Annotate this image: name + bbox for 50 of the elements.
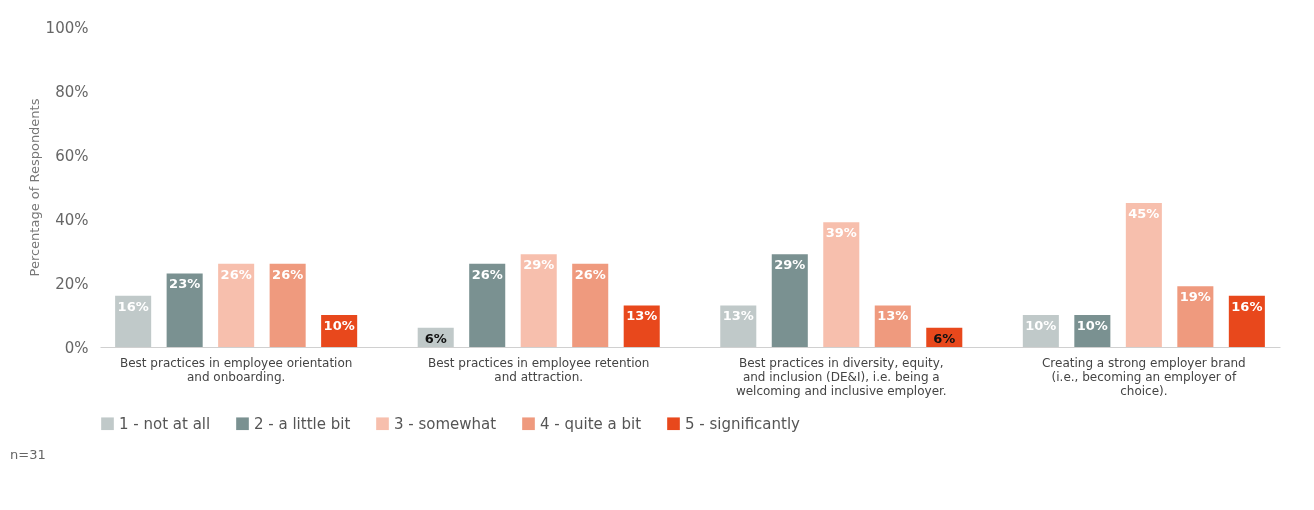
bar	[771, 254, 808, 347]
legend-label: 4 - quite a bit	[540, 414, 642, 433]
data-label: 13%	[877, 308, 909, 324]
bar	[520, 254, 557, 347]
bar	[469, 263, 506, 347]
data-label: 23%	[169, 276, 201, 292]
legend-label: 5 - significantly	[685, 414, 801, 433]
data-label: 6%	[933, 330, 956, 346]
x-tick-label: Creating a strong employer brand (i.e., becoming an employer of choice).	[1041, 355, 1246, 398]
bar	[823, 222, 860, 347]
text: n=31	[10, 447, 46, 462]
bar	[218, 263, 255, 347]
legend-label: 3 - somewhat	[394, 414, 497, 433]
y-tick-label: 20%	[55, 274, 89, 293]
bar	[1177, 286, 1214, 347]
data-label: 16%	[117, 298, 149, 314]
y-axis-title: Percentage of Respondents	[26, 98, 42, 277]
data-label: 29%	[523, 257, 555, 273]
y-tick-label: 100%	[45, 18, 89, 37]
x-tick-label: Best practices in employee retention and attraction.	[427, 355, 650, 384]
data-label: 26%	[220, 266, 252, 282]
bar	[1125, 203, 1162, 347]
x-tick-label: Best practices in employee orientation and onboarding.	[119, 355, 353, 384]
y-tick-label: 0%	[64, 338, 89, 357]
data-label: 26%	[574, 266, 606, 282]
data-label: 19%	[1179, 289, 1211, 305]
data-label: 6%	[424, 330, 447, 346]
bar	[115, 295, 152, 347]
data-label: 16%	[1231, 298, 1263, 314]
data-label: 13%	[626, 308, 658, 324]
bar	[166, 273, 203, 347]
data-label: 10%	[1025, 318, 1057, 333]
y-tick-label: 60%	[55, 146, 89, 165]
data-label: 13%	[722, 308, 754, 324]
data-label: 39%	[825, 225, 857, 241]
data-label: 26%	[272, 266, 304, 282]
x-tick-label: Best practices in diversity, equity, and inclusion (DE&I), i.e. being a welcoming and inclusive employer.	[735, 355, 947, 398]
bar	[269, 263, 306, 347]
legend-label: 1 - not at all	[119, 414, 211, 433]
bar	[720, 305, 757, 347]
bar	[1228, 295, 1265, 347]
y-tick-label: 40%	[55, 210, 89, 229]
data-label: 10%	[1076, 318, 1108, 333]
data-label: 26%	[471, 266, 503, 282]
legend-label: 2 - a little bit	[254, 414, 351, 433]
data-label: 29%	[774, 257, 806, 273]
y-tick-label: 80%	[55, 82, 89, 101]
bar	[572, 263, 609, 347]
data-label: 45%	[1128, 206, 1160, 221]
data-label: 10%	[323, 318, 355, 333]
